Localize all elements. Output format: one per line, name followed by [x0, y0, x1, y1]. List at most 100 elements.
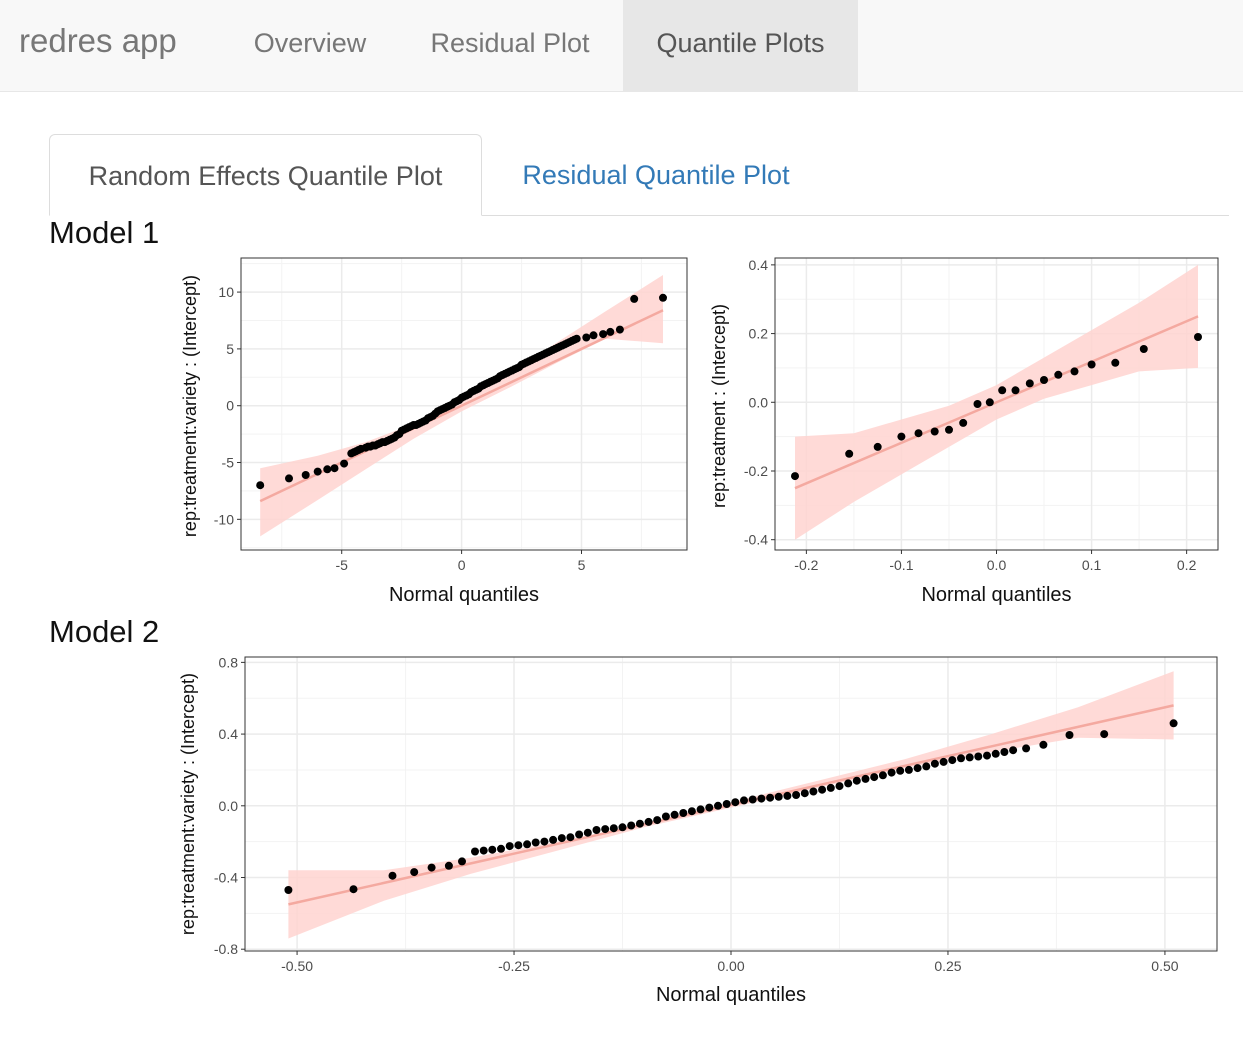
chart-3-point [488, 845, 497, 854]
chart-3-point [740, 796, 748, 805]
chart-3-y-tick-label: -0.8 [214, 941, 238, 957]
chart-3-x-tick-label: 0.25 [934, 958, 961, 974]
chart-3-x-tick-label: 0.50 [1151, 958, 1178, 974]
chart-2-point [1025, 379, 1034, 388]
nav-residual-plot[interactable]: Residual Plot [430, 28, 590, 58]
chart-3-point [826, 783, 835, 792]
chart-3-point [458, 857, 466, 866]
chart-3-point [983, 751, 991, 760]
chart-3-point [505, 842, 514, 851]
chart-1-point [599, 330, 608, 339]
chart-3-point [557, 834, 566, 843]
chart-3-point [540, 837, 549, 846]
chart-2-point [1011, 386, 1020, 395]
chart-3-point [661, 812, 670, 821]
chart-3-point [644, 817, 653, 826]
chart-1-x-tick-label: 0 [458, 557, 466, 573]
chart-3-point [818, 785, 827, 794]
chart-1-point [330, 464, 339, 473]
chart-3-x-axis-title: Normal quantiles [656, 984, 806, 1006]
chart-1-y-tick-label: -10 [214, 511, 234, 527]
chart-3-point [757, 794, 766, 803]
chart-3-point [653, 816, 662, 825]
chart-2-point [973, 400, 982, 408]
chart-3-point [774, 792, 783, 801]
chart-3-point [870, 773, 879, 782]
chart-3-point [965, 753, 974, 762]
chart-1-point [615, 325, 624, 334]
chart-3-point [861, 774, 870, 783]
chart-2-y-tick-label: 0.4 [749, 257, 769, 273]
chart-3-point [939, 757, 948, 766]
chart-2-point [1040, 376, 1048, 384]
model-2-heading: Model 2 [49, 614, 160, 649]
chart-1-point [313, 467, 322, 476]
chart-3-point [731, 798, 740, 807]
chart-2-point [791, 472, 799, 481]
chart-3-point [523, 840, 532, 849]
chart-3-y-tick-label: -0.4 [214, 870, 238, 886]
chart-3-point [388, 871, 397, 880]
chart-3-point [592, 826, 601, 834]
chart-3-point [852, 776, 861, 785]
chart-2-point [1111, 358, 1120, 367]
chart-3-point [922, 762, 931, 771]
chart-3-point [766, 793, 775, 802]
chart-3-y-tick-label: 0.4 [219, 726, 239, 742]
chart-3-point [531, 838, 540, 847]
chart-3-point [783, 791, 792, 800]
chart-1-y-tick-label: 5 [226, 341, 234, 357]
chart-3-x-tick-label: -0.50 [281, 958, 313, 974]
chart-2-y-tick-label: -0.2 [744, 463, 768, 479]
chart-2-point [914, 429, 923, 438]
chart-3-point [714, 801, 722, 810]
chart-3-point [1022, 744, 1031, 753]
chart-2-point [930, 427, 939, 436]
chart-1-border [240, 257, 688, 551]
navbar-brand[interactable]: redres app [19, 22, 177, 59]
chart-3-point [896, 766, 905, 775]
chart-2-y-axis-title: rep:treatment : (Intercept) [709, 304, 729, 508]
chart-3-point [687, 807, 696, 816]
chart-3-y-axis-title: rep:treatment:variety : (Intercept) [178, 673, 198, 935]
chart-2-fit-line [794, 315, 1199, 490]
chart-3-point [349, 885, 358, 894]
chart-3-fit-line [288, 704, 1174, 906]
chart-1-point [285, 474, 293, 483]
chart-2-y-tick-label: -0.4 [744, 532, 768, 548]
chart-2-y-tick-label: 0.2 [749, 326, 769, 342]
chart-3-point [679, 809, 688, 817]
nav-quantile-plots[interactable]: Quantile Plots [623, 0, 858, 92]
chart-1-point [659, 293, 667, 302]
chart-3-point [471, 847, 479, 856]
chart-1-point [630, 294, 639, 303]
chart-3-point [1000, 748, 1009, 756]
chart-3-point [670, 810, 679, 819]
chart-2-x-tick-label: -0.2 [794, 557, 818, 573]
chart-1-x-tick-label: 5 [578, 557, 586, 573]
chart-2-x-tick-label: 0.2 [1177, 557, 1197, 573]
chart-2-x-axis-title: Normal quantiles [921, 584, 1071, 606]
chart-1-point [582, 333, 591, 342]
tab-random-effects-quantile-plot[interactable]: Random Effects Quantile Plot [49, 134, 482, 216]
chart-1-y-axis-title: rep:treatment:variety : (Intercept) [180, 275, 200, 537]
chart-2-x-tick-label: 0.0 [987, 557, 1007, 573]
chart-3-point [609, 824, 618, 833]
chart-3-point [1065, 731, 1074, 739]
chart-1-y-tick-label: 10 [218, 284, 234, 300]
chart-1-y-tick-label: 0 [226, 398, 234, 414]
chart-3-x-tick-label: 0.00 [717, 958, 744, 974]
chart-2-point [959, 418, 968, 427]
chart-2-point [998, 386, 1007, 395]
chart-2-x-tick-label: 0.1 [1082, 557, 1102, 573]
chart-1-x-tick-label: -5 [335, 557, 348, 573]
nav-overview[interactable]: Overview [253, 28, 367, 58]
chart-3-point [705, 803, 714, 812]
chart-3-x-tick-label: -0.25 [498, 958, 530, 974]
tab-residual-quantile-plot[interactable]: Residual Quantile Plot [522, 160, 790, 190]
chart-3-point [566, 833, 575, 842]
chart-3-point [722, 800, 731, 808]
chart-3-point [792, 791, 801, 799]
model-1-heading: Model 1 [49, 215, 160, 250]
chart-1-point [340, 459, 349, 468]
